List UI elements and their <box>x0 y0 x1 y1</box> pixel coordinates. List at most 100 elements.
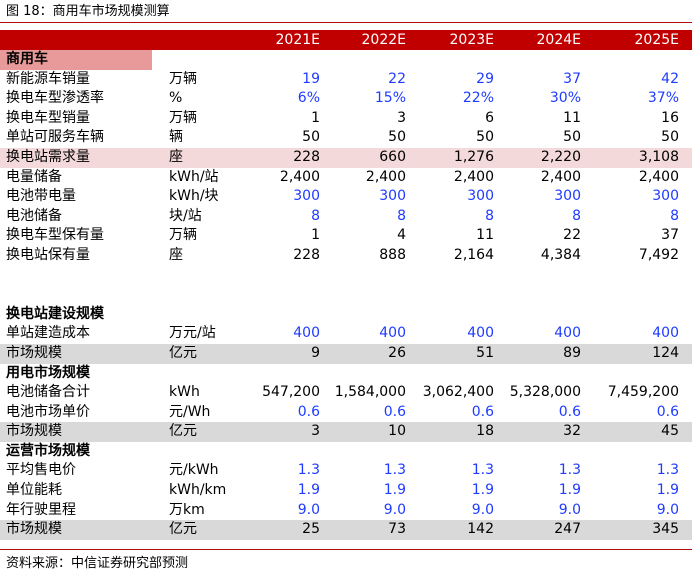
value-cell: 1.3 <box>471 462 494 479</box>
value-cell: 37 <box>563 70 581 87</box>
table-row: 电池储备 块/站 8 8 8 8 8 <box>0 207 692 227</box>
header-year-2023: 2023E <box>449 32 494 48</box>
value-cell: 89 <box>563 344 581 361</box>
table-row: 换电车型保有量 万辆 1 4 11 22 37 <box>0 226 692 246</box>
section-row: 用电市场规模 <box>0 364 692 384</box>
value-cell: 16 <box>661 109 679 126</box>
value-cell: 50 <box>476 129 494 146</box>
value-cell: 11 <box>563 109 581 126</box>
table-row: 电池市场单价 元/Wh 0.6 0.6 0.6 0.6 0.6 <box>0 403 692 423</box>
value-cell: 26 <box>388 344 406 361</box>
table-row: 单站建造成本 万元/站 400 400 400 400 400 <box>0 324 692 344</box>
value-cell: 2,400 <box>279 168 320 185</box>
table-row: 换电车型渗透率% 6% 15% 22% 30% 37% <box>0 89 692 109</box>
section-row: 商用车 <box>0 50 692 70</box>
value-cell: 2,220 <box>540 148 581 165</box>
spacer-row <box>0 285 692 305</box>
value-cell: 50 <box>563 129 581 146</box>
section-title: 商用车 <box>0 50 152 70</box>
row-unit: 座 <box>169 148 183 165</box>
value-cell: 1.3 <box>656 462 679 479</box>
value-cell: 1 <box>311 109 320 126</box>
value-cell: 6% <box>297 90 320 107</box>
value-cell: 8 <box>485 207 494 224</box>
value-cell: 8 <box>670 207 679 224</box>
value-cell: 0.6 <box>471 403 494 420</box>
table-row: 市场规模 亿元 25 73 142 247 345 <box>0 520 692 540</box>
value-cell: 32 <box>563 423 581 440</box>
value-cell: 7,492 <box>638 246 679 263</box>
row-unit: kWh/站 <box>169 168 219 185</box>
value-cell: 247 <box>554 521 581 538</box>
spacer-row <box>0 266 692 286</box>
value-cell: 0.6 <box>383 403 406 420</box>
value-cell: 1.9 <box>656 482 679 499</box>
value-cell: 22 <box>563 227 581 244</box>
row-label: 平均售电价 <box>6 462 76 479</box>
section-badge: 商用车 <box>0 50 152 70</box>
value-cell: 300 <box>467 188 494 205</box>
value-cell: 3 <box>397 109 406 126</box>
value-cell: 2,400 <box>540 168 581 185</box>
value-cell: 0.6 <box>656 403 679 420</box>
value-cell: 400 <box>467 325 494 342</box>
table-row: 市场规模 亿元 9 26 51 89 124 <box>0 343 692 364</box>
estimate-table: 2021E 2022E 2023E 2024E 2025E 商用车 新能源车销量万… <box>0 30 692 540</box>
table-body: 商用车 新能源车销量 万辆 19 22 29 37 42 换电车型渗透率% 6% 15% 22% 30%… <box>0 50 692 540</box>
value-cell: 6 <box>485 109 494 126</box>
section-title: 用电市场规模 <box>6 364 90 381</box>
table-row: 电量储备 kWh/站 2,400 2,400 2,400 2,400 2,400 <box>0 168 692 188</box>
figure-title: 图 18：商用车市场规模测算 <box>6 4 170 19</box>
value-cell: 1.3 <box>558 462 581 479</box>
table-row: 市场规模 亿元 3 10 18 32 45 <box>0 422 692 442</box>
value-cell: 1.9 <box>471 482 494 499</box>
value-cell: 660 <box>379 148 406 165</box>
value-cell: 15% <box>374 90 406 107</box>
table-row: 平均售电价 元/kWh 1.3 1.3 1.3 1.3 1.3 <box>0 461 692 481</box>
row-label: 电量储备 <box>6 168 62 185</box>
value-cell: 8 <box>572 207 581 224</box>
value-cell: 400 <box>293 325 320 342</box>
value-cell: 1.9 <box>383 482 406 499</box>
row-label: 电池储备合计 <box>6 384 90 401</box>
value-cell: 0.6 <box>558 403 581 420</box>
value-cell: 7,459,200 <box>607 384 679 401</box>
section-row: 换电站建设规模 <box>0 305 692 325</box>
value-cell: 9.0 <box>656 501 679 518</box>
table-row: 电池储备合计 kWh 547,200 1,584,000 3,062,400 5,328,… <box>0 383 692 403</box>
value-cell: 1.9 <box>558 482 581 499</box>
value-cell: 142 <box>467 521 494 538</box>
value-cell: 300 <box>652 188 679 205</box>
row-unit: 块/站 <box>169 207 202 224</box>
value-cell: 0.6 <box>297 403 320 420</box>
value-cell: 9.0 <box>383 501 406 518</box>
row-label: 换电车型保有量 <box>6 227 104 244</box>
value-cell: 50 <box>302 129 320 146</box>
row-unit: 万辆 <box>169 109 197 126</box>
value-cell: 1.3 <box>383 462 406 479</box>
section-title: 运营市场规模 <box>6 442 90 459</box>
table-row: 换电站需求量 座 228 660 1,276 2,220 3,108 <box>0 147 692 168</box>
row-label: 单位能耗 <box>6 482 62 499</box>
row-unit: 万辆 <box>169 227 197 244</box>
value-cell: 25 <box>302 521 320 538</box>
row-label: 换电站需求量 <box>6 148 90 165</box>
value-cell: 50 <box>661 129 679 146</box>
value-cell: 3,062,400 <box>422 384 494 401</box>
value-cell: 400 <box>652 325 679 342</box>
header-year-2025: 2025E <box>634 32 679 48</box>
row-unit: 万元/站 <box>169 325 216 342</box>
table-row: 换电车型销量 万辆 1 3 6 11 16 <box>0 109 692 129</box>
row-unit: 亿元 <box>169 521 197 538</box>
row-unit: kWh/km <box>169 482 227 499</box>
table-row: 新能源车销量 万辆 19 22 29 37 42 <box>0 70 692 90</box>
value-cell: 2,400 <box>365 168 406 185</box>
value-cell: 400 <box>379 325 406 342</box>
row-unit: 元/Wh <box>169 403 211 420</box>
row-unit: 亿元 <box>169 423 197 440</box>
value-cell: 228 <box>293 246 320 263</box>
value-cell: 400 <box>554 325 581 342</box>
value-cell: 2,164 <box>453 246 494 263</box>
row-label: 市场规模 <box>6 344 62 361</box>
value-cell: 1,276 <box>453 148 494 165</box>
